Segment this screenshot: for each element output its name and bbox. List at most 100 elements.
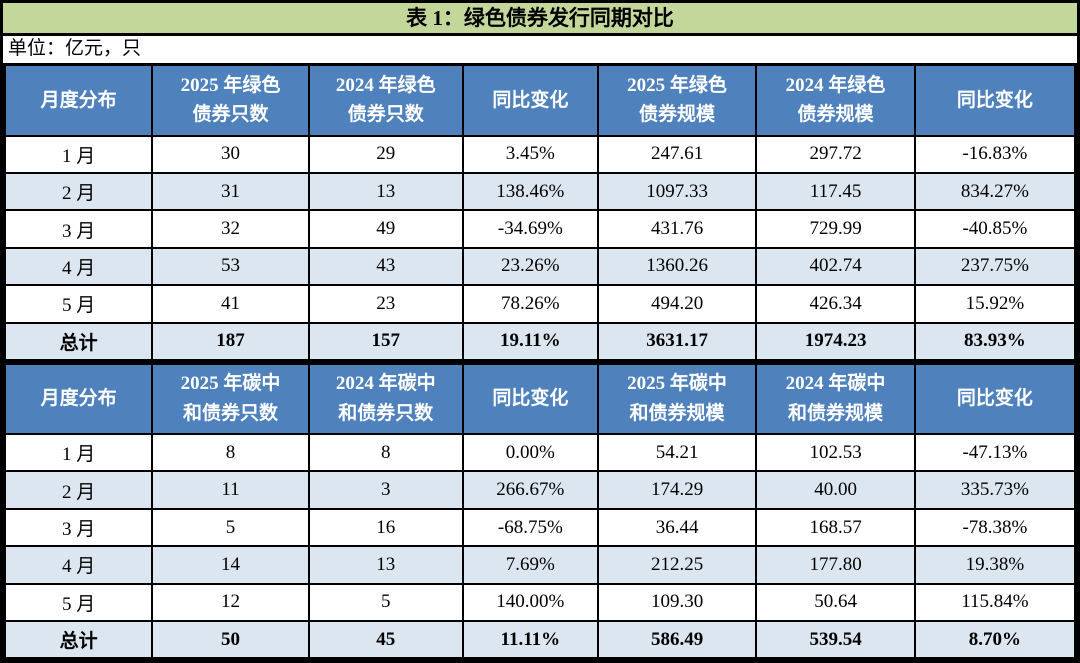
table-cell: 8 [307,432,464,473]
table-cell: 729.99 [755,209,916,249]
table-cell: 5 [307,582,464,623]
table-cell: 53 [151,246,310,287]
table-cell: -34.69% [461,209,599,249]
table-row: 3 月 32 49 -34.69% 431.76 729.99 -40.85% [3,209,1077,249]
table-cell: 43 [307,246,464,287]
table-cell: 15.92% [913,284,1077,324]
column-header: 同比变化 [913,63,1077,137]
table-cell: 7.69% [461,545,599,585]
table-cell: 总计 [3,321,154,362]
unit-label: 单位：亿元，只 [8,38,142,59]
table-cell: 11 [151,470,310,510]
table-row: 4 月 14 13 7.69% 212.25 177.80 19.38% [3,545,1077,585]
table-cell: 13 [307,545,464,585]
table-cell: 3 月 [3,209,154,249]
table-cell: 138.46% [461,171,599,212]
table-row: 3 月 5 16 -68.75% 36.44 168.57 -78.38% [3,507,1077,548]
table-cell: 78.26% [461,284,599,324]
column-header: 2025 年绿色 债券只数 [151,63,310,137]
column-header: 同比变化 [461,63,599,137]
table-cell: 49 [307,209,464,249]
table-cell: 50 [151,620,310,660]
table-title: 表 1：绿色债券发行同期对比 [3,3,1077,36]
carbon-neutral-header-row: 月度分布 2025 年碳中 和债券只数 2024 年碳中 和债券只数 同比变化 2025… [3,362,1077,435]
table-cell: 14 [151,545,310,585]
table-cell: 494.20 [596,284,758,324]
column-header: 2025 年碳中 和债券规模 [596,362,758,435]
table-cell: 30 [151,134,310,174]
table-cell: -68.75% [461,507,599,548]
table-cell: 19.38% [913,545,1077,585]
table-cell: 3631.17 [596,321,758,362]
total-row: 总计 50 45 11.11% 586.49 539.54 8.70% [3,620,1077,660]
table-cell: 212.25 [596,545,758,585]
table-cell: 50.64 [755,582,916,623]
table-cell: 174.29 [596,470,758,510]
table-cell: 45 [307,620,464,660]
table-cell: 83.93% [913,321,1077,362]
table-cell: 11.11% [461,620,599,660]
table-row: 5 月 41 23 78.26% 494.20 426.34 15.92% [3,284,1077,324]
table-cell: 157 [307,321,464,362]
table-cell: 4 月 [3,545,154,585]
table-cell: 1974.23 [755,321,916,362]
table-cell: 402.74 [755,246,916,287]
table-cell: 426.34 [755,284,916,324]
table-cell: 2 月 [3,171,154,212]
table-cell: -16.83% [913,134,1077,174]
table-cell: -78.38% [913,507,1077,548]
table-cell: 431.76 [596,209,758,249]
table-cell: 4 月 [3,246,154,287]
table-cell: 23 [307,284,464,324]
table-cell: 5 [151,507,310,548]
green-bond-header-row: 月度分布 2025 年绿色 债券只数 2024 年绿色 债券只数 同比变化 2025 年… [3,63,1077,137]
table-cell: 0.00% [461,432,599,473]
table-cell: 140.00% [461,582,599,623]
column-header: 2024 年绿色 债券规模 [755,63,916,137]
table-cell: 834.27% [913,171,1077,212]
table-cell: 237.75% [913,246,1077,287]
table-cell: 13 [307,171,464,212]
table-cell: 247.61 [596,134,758,174]
table-cell: 539.54 [755,620,916,660]
table-cell: 5 月 [3,284,154,324]
table-cell: 8.70% [913,620,1077,660]
table-cell: 31 [151,171,310,212]
column-header: 同比变化 [461,362,599,435]
carbon-neutral-bond-table: 月度分布 2025 年碳中 和债券只数 2024 年碳中 和债券只数 同比变化 2025… [3,361,1077,660]
table-cell: -40.85% [913,209,1077,249]
table-cell: 3 月 [3,507,154,548]
table-cell: 115.84% [913,582,1077,623]
table-cell: 36.44 [596,507,758,548]
column-header: 2024 年绿色 债券只数 [307,63,464,137]
table-cell: 3.45% [461,134,599,174]
table-cell: 32 [151,209,310,249]
column-header: 2025 年绿色 债券规模 [596,63,758,137]
table-cell: 586.49 [596,620,758,660]
table-cell: 187 [151,321,310,362]
column-header: 2024 年碳中 和债券规模 [755,362,916,435]
table-row: 2 月 31 13 138.46% 1097.33 117.45 834.27% [3,171,1077,212]
table-cell: 8 [151,432,310,473]
table-cell: 109.30 [596,582,758,623]
table-cell: 168.57 [755,507,916,548]
table-cell: 297.72 [755,134,916,174]
table-cell: 266.67% [461,470,599,510]
table-cell: 102.53 [755,432,916,473]
table-cell: -47.13% [913,432,1077,473]
column-header: 月度分布 [3,362,154,435]
table-row: 1 月 8 8 0.00% 54.21 102.53 -47.13% [3,432,1077,473]
table-cell: 3 [307,470,464,510]
column-header: 月度分布 [3,63,154,137]
table-cell: 1 月 [3,432,154,473]
column-header: 2025 年碳中 和债券只数 [151,362,310,435]
table-row: 4 月 53 43 23.26% 1360.26 402.74 237.75% [3,246,1077,287]
table-cell: 总计 [3,620,154,660]
table-cell: 2 月 [3,470,154,510]
table-cell: 117.45 [755,171,916,212]
green-bond-table: 月度分布 2025 年绿色 债券只数 2024 年绿色 债券只数 同比变化 2025 年… [3,63,1077,362]
table-cell: 16 [307,507,464,548]
total-row: 总计 187 157 19.11% 3631.17 1974.23 83.93% [3,321,1077,362]
table-cell: 41 [151,284,310,324]
table-cell: 40.00 [755,470,916,510]
